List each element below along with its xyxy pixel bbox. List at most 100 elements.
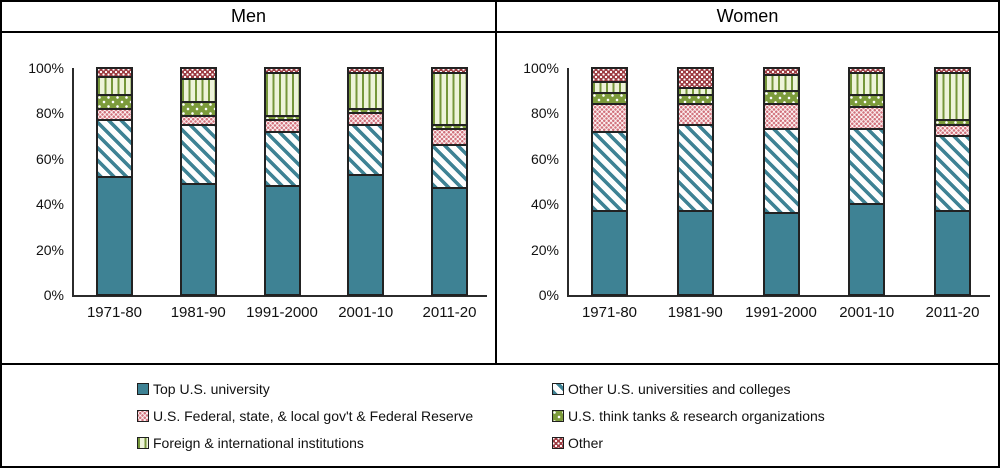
x-tick-label: 2011-20 xyxy=(422,304,477,321)
y-tick-label: 80% xyxy=(35,105,64,122)
bar-segment xyxy=(432,72,467,125)
bar-segment xyxy=(677,211,713,295)
bar-segment xyxy=(763,68,799,75)
legend-item-top-us-university: Top U.S. university xyxy=(137,381,552,397)
bar-segment xyxy=(180,183,216,295)
bar-segment xyxy=(849,72,885,96)
bar-segment xyxy=(935,68,970,73)
bar-segment xyxy=(348,124,384,175)
x-tick-label: 1981-90 xyxy=(667,304,723,321)
bar-segment xyxy=(432,129,467,146)
bar-segment xyxy=(432,188,467,295)
bar-segment xyxy=(935,124,970,137)
panel-title-women: Women xyxy=(716,6,779,26)
x-axis-labels: 1971-80 1981-90 1991-2000 2001-10 2011-20 xyxy=(72,304,487,324)
y-tick-label: 80% xyxy=(530,105,559,122)
bar-segment xyxy=(677,95,713,105)
bar-segment xyxy=(592,104,627,132)
x-axis-line xyxy=(72,295,487,297)
y-tick-label: 0% xyxy=(43,287,64,303)
bar-segment xyxy=(348,72,384,109)
y-tick-label: 0% xyxy=(538,287,559,303)
panel-titles-row: Men Women xyxy=(2,2,998,33)
stacked-bar-1991-2000 xyxy=(763,68,799,295)
x-tick-label: 1991-2000 xyxy=(246,304,318,321)
y-tick-label: 100% xyxy=(523,60,559,76)
pink-dots-swatch-icon xyxy=(137,410,149,422)
bar-segment xyxy=(97,77,132,96)
bar-segment xyxy=(935,72,970,121)
bar-segment xyxy=(935,211,970,295)
x-tick-label: 1971-80 xyxy=(581,304,638,321)
x-tick-label: 2001-10 xyxy=(839,304,895,321)
bar-segment xyxy=(677,88,713,96)
darkred-dots-swatch-icon xyxy=(552,437,564,449)
bar-segment xyxy=(935,136,970,212)
bar-segment xyxy=(763,90,799,105)
bar-segment xyxy=(763,104,799,130)
stacked-bar-2001-10 xyxy=(348,68,384,295)
chart-panel-men: 0% 20% 40% 60% 80% 100% 1971-80 1981-90 1991-200… xyxy=(2,33,497,363)
bar-segment xyxy=(935,120,970,125)
y-tick-label: 60% xyxy=(35,150,64,167)
bar-segment xyxy=(264,115,300,121)
bar-segment xyxy=(180,102,216,116)
bar-segment xyxy=(97,120,132,177)
legend-item-other-us-universities: Other U.S. universities and colleges xyxy=(552,381,998,397)
bar-segment xyxy=(763,213,799,295)
y-axis-line xyxy=(567,68,569,295)
legend-label: Other U.S. universities and colleges xyxy=(568,381,791,397)
stacked-bar-1971-80 xyxy=(592,68,627,295)
bar-segment xyxy=(849,106,885,130)
bar-segment xyxy=(348,108,384,114)
bar-segment xyxy=(97,95,132,109)
y-tick-label: 100% xyxy=(28,60,64,76)
bar-segment xyxy=(677,124,713,212)
green-vstripes-swatch-icon xyxy=(137,437,149,449)
bar-segment xyxy=(849,68,885,73)
bar-segment xyxy=(592,68,627,82)
legend-label: Other xyxy=(568,435,604,451)
bar-segment xyxy=(180,79,216,103)
legend-label: U.S. Federal, state, & local gov't & Fed… xyxy=(153,408,474,424)
bar-segment xyxy=(97,68,132,78)
bar-segment xyxy=(677,104,713,125)
bar-segment xyxy=(592,211,627,295)
bar-segment xyxy=(432,124,467,130)
x-axis-line xyxy=(567,295,990,297)
chart-panel-women: 0% 20% 40% 60% 80% 100% 1971-80 1981-90 1991-200… xyxy=(497,33,998,363)
legend-item-us-think-tanks: U.S. think tanks & research organization… xyxy=(552,408,998,424)
x-tick-label: 2011-20 xyxy=(925,304,980,321)
x-tick-label: 1981-90 xyxy=(170,304,226,321)
bar-segment xyxy=(264,72,300,116)
bars-area xyxy=(567,68,990,295)
bar-segment xyxy=(849,95,885,107)
bar-segment xyxy=(763,74,799,91)
legend-label: Foreign & international institutions xyxy=(153,435,364,451)
bar-segment xyxy=(264,120,300,132)
stacked-bar-1981-90 xyxy=(180,68,216,295)
bar-segment xyxy=(592,93,627,105)
bar-segment xyxy=(264,131,300,187)
bar-segment xyxy=(97,108,132,121)
bar-segment xyxy=(348,113,384,125)
bar-segment xyxy=(97,176,132,295)
bar-segment xyxy=(180,124,216,184)
bar-segment xyxy=(264,68,300,73)
legend-item-foreign-institutions: Foreign & international institutions xyxy=(137,435,552,451)
stacked-bar-1971-80 xyxy=(97,68,132,295)
bar-segment xyxy=(432,145,467,189)
chart-legend: Top U.S. university Other U.S. universit… xyxy=(2,363,998,466)
green-dots-swatch-icon xyxy=(552,410,564,422)
stacked-bar-1991-2000 xyxy=(264,68,300,295)
bar-segment xyxy=(348,68,384,73)
teal-diagonal-swatch-icon xyxy=(552,383,564,395)
stacked-bar-1981-90 xyxy=(677,68,713,295)
y-axis-line xyxy=(72,68,74,295)
stacked-bar-2001-10 xyxy=(849,68,885,295)
bar-segment xyxy=(849,204,885,295)
x-axis-labels: 1971-80 1981-90 1991-2000 2001-10 2011-20 xyxy=(567,304,990,324)
x-tick-label: 1991-2000 xyxy=(745,304,817,321)
bars-area xyxy=(72,68,487,295)
